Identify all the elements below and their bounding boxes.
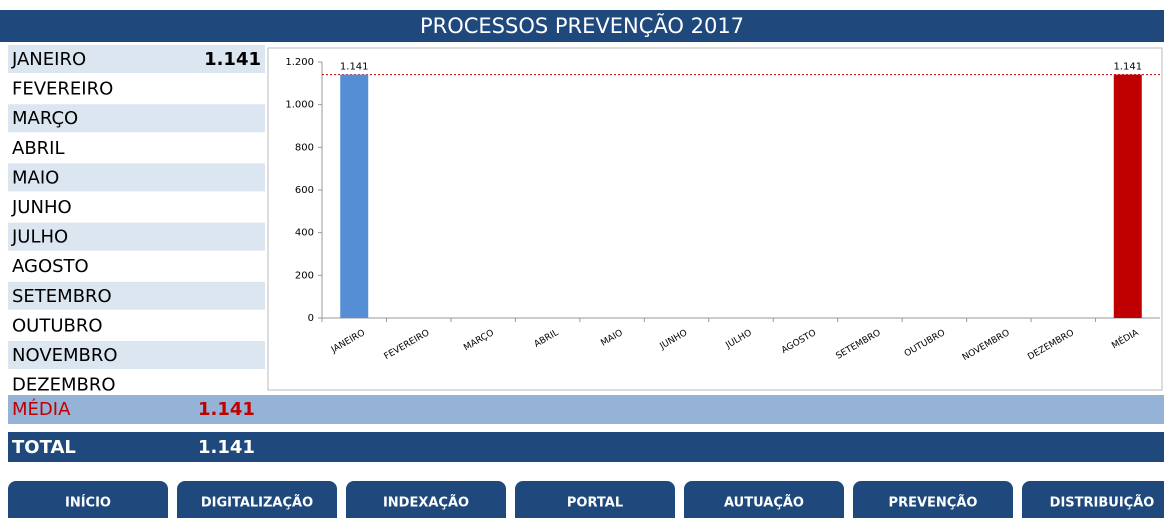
total-row [8,432,1164,462]
nav-button[interactable] [346,481,506,518]
media-label: MÉDIA [12,398,71,420]
month-name: MAIO [12,167,59,188]
month-name: FEVEREIRO [12,79,113,100]
month-name: AGOSTO [12,256,89,277]
nav-button-label[interactable]: DIGITALIZAÇÃO [201,495,313,511]
month-name: SETEMBRO [12,286,112,307]
month-name: MARÇO [12,108,78,129]
total-label: TOTAL [12,437,76,458]
nav-button[interactable] [8,481,168,518]
row-band [8,281,265,310]
y-tick-label: 1.000 [285,100,314,111]
month-name: NOVEMBRO [12,345,118,366]
y-tick-label: 600 [295,185,314,196]
title-bar [0,10,1164,42]
media-value: 1.141 [198,399,255,420]
nav-button-label[interactable]: INDEXAÇÃO [383,495,469,511]
media-row [8,395,1164,424]
y-tick-label: 800 [295,142,314,153]
month-name: DEZEMBRO [12,375,116,396]
nav-button-label[interactable]: AUTUAÇÃO [724,495,804,511]
y-tick-label: 1.200 [285,57,314,68]
month-name: OUTUBRO [12,315,103,336]
bar [1113,74,1142,318]
y-tick-label: 0 [308,313,314,324]
nav-button-label[interactable]: DISTRIBUIÇÃO [1050,495,1155,511]
value-label: 1.141 [1113,62,1142,73]
month-name: ABRIL [12,138,65,159]
nav-button[interactable] [684,481,844,518]
month-value: 1.141 [204,49,261,70]
nav-button[interactable] [177,481,337,518]
row-band [8,222,265,251]
month-name: JULHO [11,227,68,248]
row-band [8,163,265,192]
row-band [8,45,265,73]
chart-frame [267,47,1163,391]
nav-button-label[interactable]: PREVENÇÃO [889,495,978,511]
nav-button[interactable] [853,481,1013,518]
nav-button[interactable] [1022,481,1164,518]
bar [340,74,369,318]
nav-button[interactable] [515,481,675,518]
row-band [8,341,265,369]
y-tick-label: 200 [295,270,314,281]
nav-button-label[interactable]: PORTAL [567,496,623,511]
y-tick-label: 400 [295,228,314,239]
row-band [8,104,265,133]
month-name: JUNHO [11,197,72,218]
title: PROCESSOS PREVENÇÃO 2017 [420,12,744,38]
month-name: JANEIRO [11,49,86,70]
nav-button-label[interactable]: INÍCIO [65,495,111,511]
value-label: 1.141 [340,62,369,73]
total-value: 1.141 [198,437,255,458]
